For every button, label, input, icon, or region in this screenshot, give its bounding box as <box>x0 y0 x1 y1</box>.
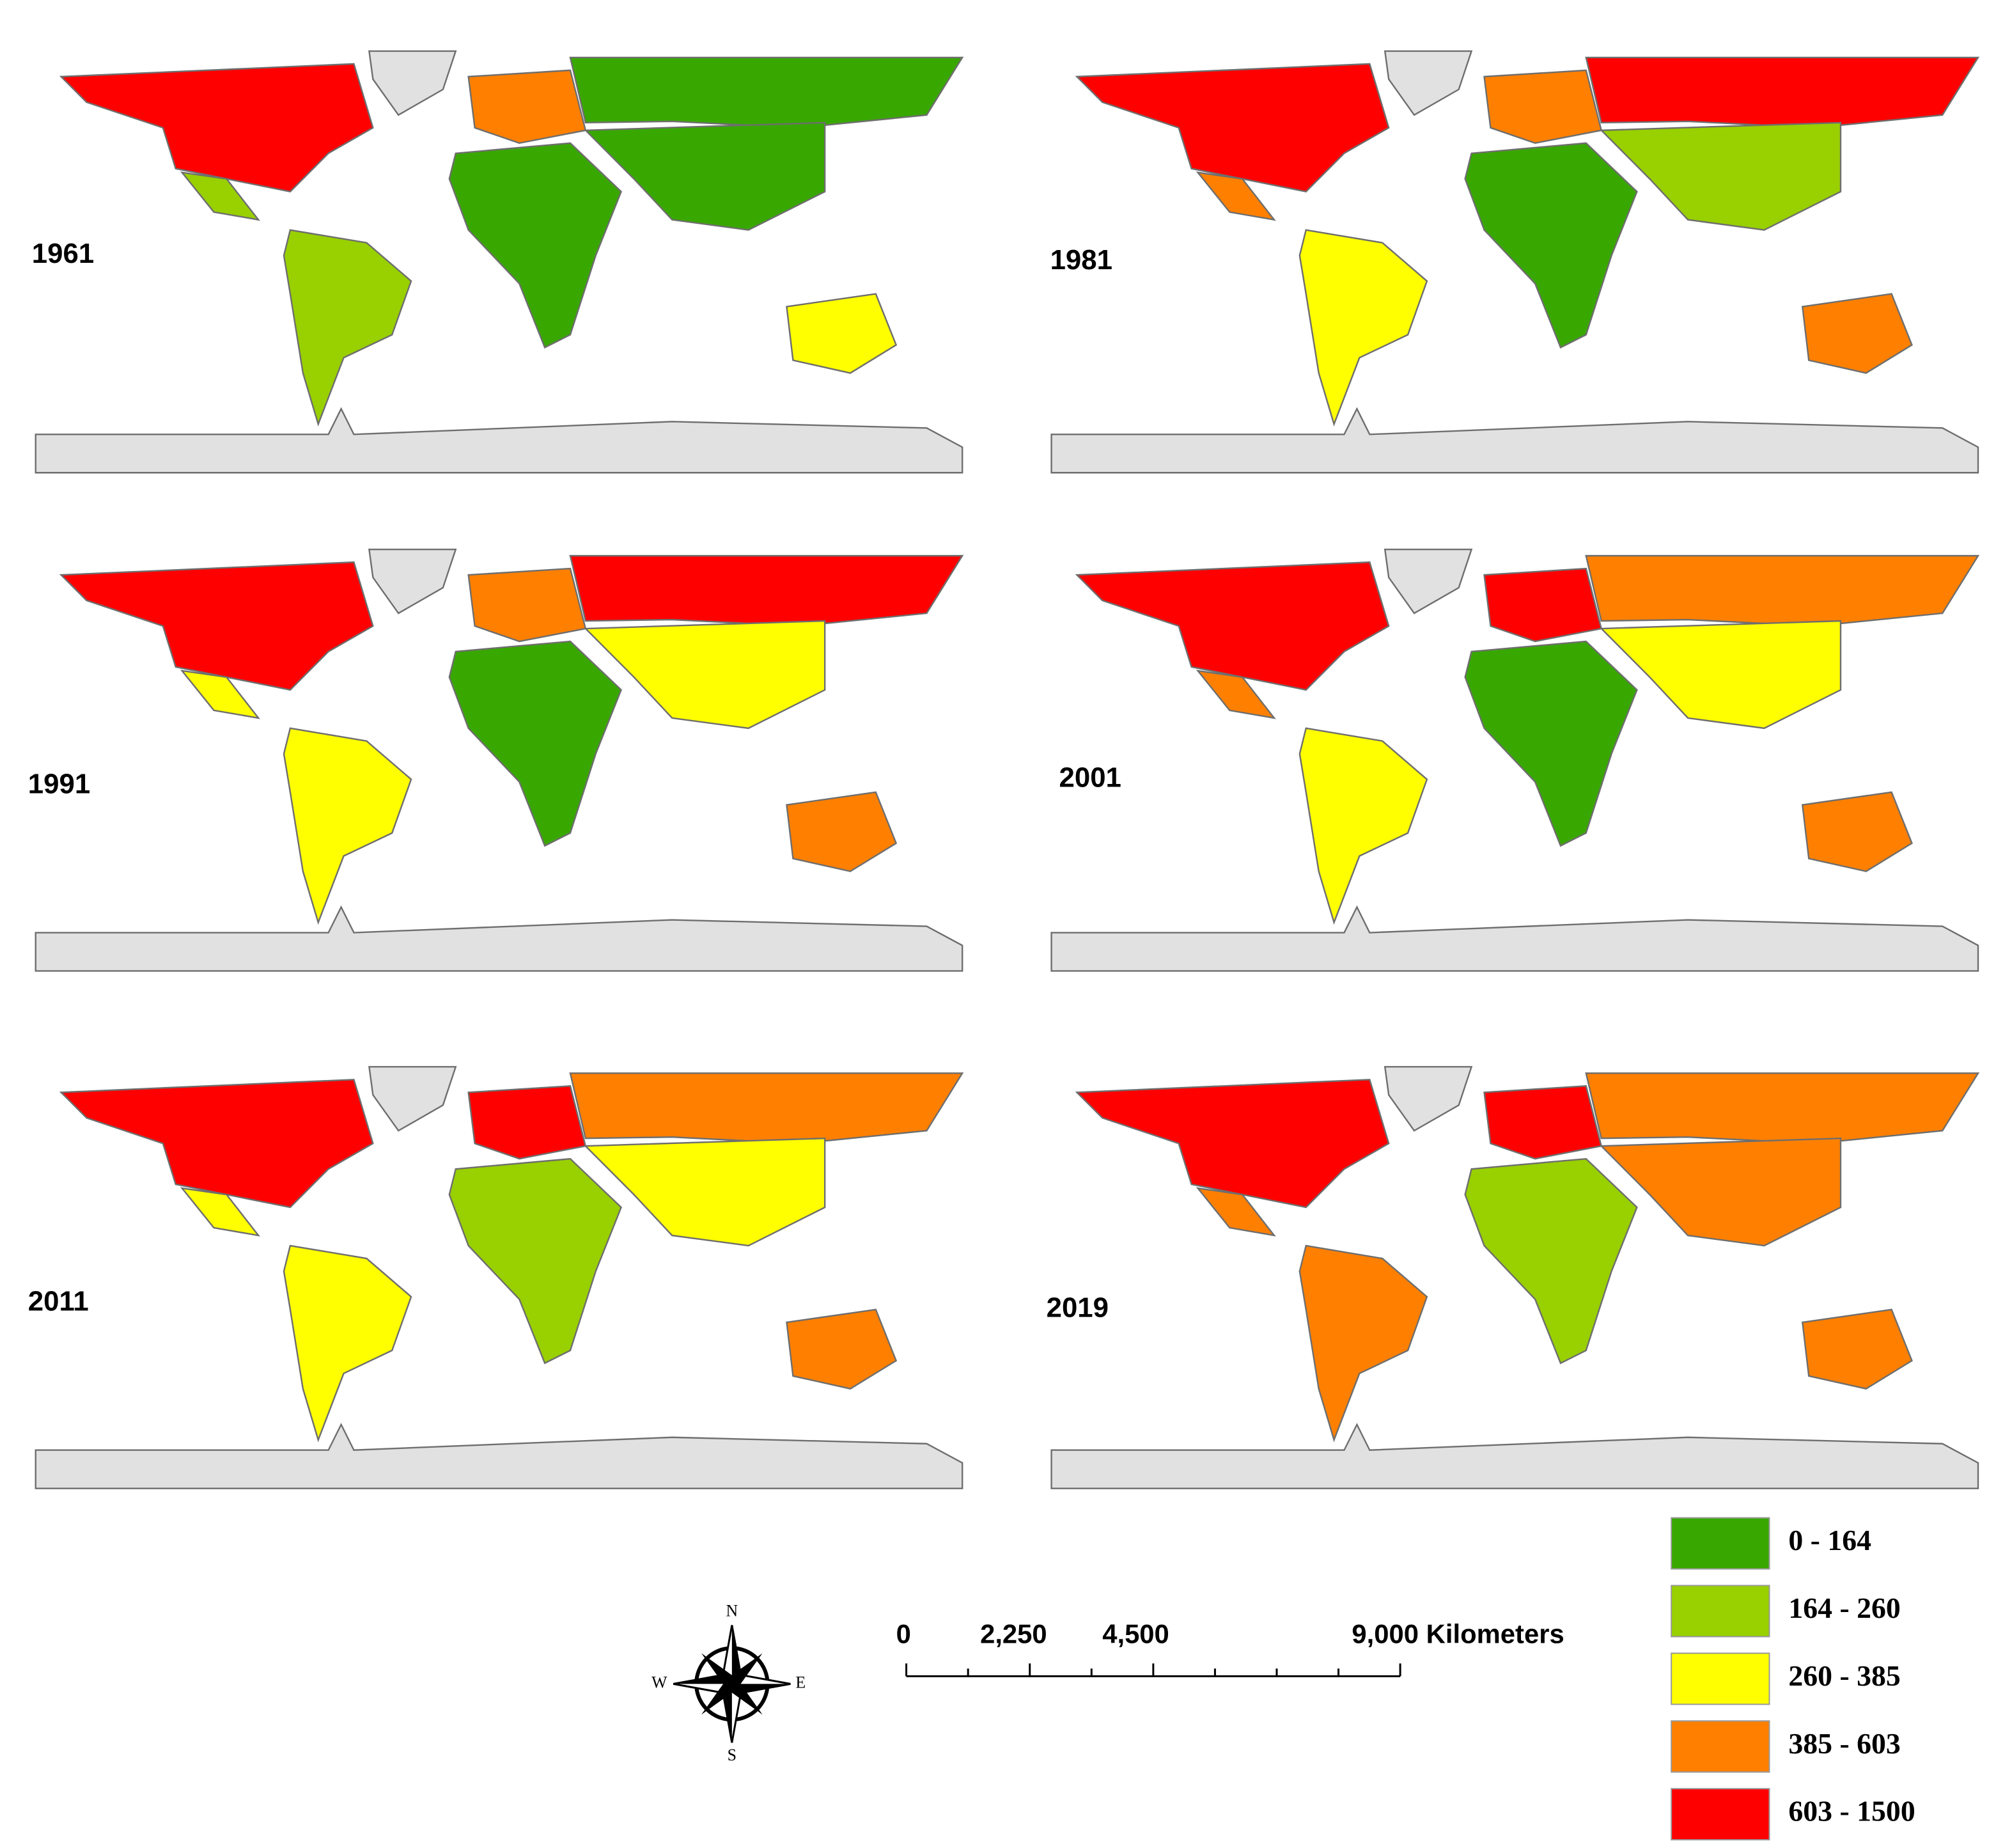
legend-label: 385 - 603 <box>1788 1727 1900 1760</box>
compass-n: N <box>726 1601 738 1620</box>
figure-content: 1961 1981 1991 2001 2011 2019 0 - 164 164 - 260… <box>28 50 1980 1841</box>
region <box>1384 50 1473 116</box>
year-label: 1961 <box>32 238 94 269</box>
region <box>1196 171 1276 221</box>
year-label: 2019 <box>1047 1292 1109 1323</box>
year-label: 1991 <box>28 768 90 799</box>
scale-label: 2,250 <box>980 1618 1047 1648</box>
compass-star-half <box>673 1625 791 1743</box>
region <box>1050 905 1979 972</box>
region <box>584 1137 826 1247</box>
legend-label: 164 - 260 <box>1788 1592 1900 1624</box>
region <box>569 1072 964 1145</box>
region <box>569 56 964 129</box>
region <box>1298 1244 1428 1443</box>
region <box>448 1157 623 1365</box>
region <box>35 407 963 474</box>
region <box>180 171 261 221</box>
region <box>1464 640 1638 847</box>
region <box>1801 1308 1913 1390</box>
region <box>1464 142 1638 349</box>
region <box>368 50 457 116</box>
region <box>1050 1423 1979 1489</box>
region <box>467 69 587 145</box>
legend-swatch <box>1671 1788 1770 1841</box>
region <box>1585 1072 1980 1145</box>
scale-label: 0 <box>896 1618 911 1648</box>
year-label: 2001 <box>1059 762 1121 793</box>
region <box>1801 293 1913 374</box>
region <box>59 63 374 193</box>
legend-label: 260 - 385 <box>1788 1659 1900 1692</box>
map-panel <box>35 1066 964 1489</box>
region <box>1384 1066 1473 1132</box>
region <box>283 229 412 427</box>
region <box>1196 1187 1276 1237</box>
legend-swatch <box>1671 1585 1770 1638</box>
region <box>1483 567 1603 643</box>
region <box>35 905 963 972</box>
region <box>283 1244 412 1443</box>
region <box>180 1187 261 1237</box>
region <box>448 640 623 847</box>
legend-swatch <box>1671 1517 1770 1570</box>
map-panel <box>1050 1066 1980 1489</box>
region <box>584 620 826 730</box>
map-panel <box>35 548 964 972</box>
region <box>368 548 457 615</box>
region <box>467 567 587 643</box>
region <box>786 791 898 872</box>
region <box>1075 1079 1390 1209</box>
scale-label: 4,500 <box>1102 1618 1169 1648</box>
compass-w: W <box>651 1673 667 1691</box>
region <box>283 727 412 925</box>
region <box>1599 1137 1842 1247</box>
region <box>180 670 261 719</box>
region <box>1599 620 1842 730</box>
region <box>1298 727 1428 925</box>
region <box>59 561 374 691</box>
map-panel <box>1050 548 1980 972</box>
region <box>59 1079 374 1209</box>
map-panel <box>1050 50 1980 474</box>
scale-label: 9,000 Kilometers <box>1352 1618 1564 1648</box>
map-panel <box>35 50 964 474</box>
legend-swatch <box>1671 1720 1770 1773</box>
year-label: 2011 <box>28 1286 89 1317</box>
region <box>368 1066 457 1132</box>
region <box>1585 554 1980 627</box>
region <box>1483 1085 1603 1160</box>
region <box>1298 229 1428 427</box>
region <box>35 1423 963 1489</box>
legend-swatch <box>1671 1652 1770 1705</box>
year-label: 1981 <box>1050 244 1112 276</box>
region <box>1801 791 1913 872</box>
region <box>1384 548 1473 615</box>
region <box>1483 69 1603 145</box>
region <box>1075 63 1390 193</box>
region <box>1050 407 1979 474</box>
compass-s: S <box>728 1746 737 1764</box>
compass-e: E <box>795 1673 806 1691</box>
region <box>467 1085 587 1160</box>
region <box>1464 1157 1638 1365</box>
compass-star-diag <box>701 1653 763 1715</box>
region <box>584 121 826 231</box>
region <box>1075 561 1390 691</box>
region <box>786 293 898 374</box>
region <box>1599 121 1842 231</box>
region <box>448 142 623 349</box>
region <box>1585 56 1980 129</box>
region <box>1196 670 1276 719</box>
legend-label: 603 - 1500 <box>1788 1795 1915 1828</box>
legend-label: 0 - 164 <box>1788 1524 1871 1556</box>
region <box>569 554 964 627</box>
region <box>786 1308 898 1390</box>
